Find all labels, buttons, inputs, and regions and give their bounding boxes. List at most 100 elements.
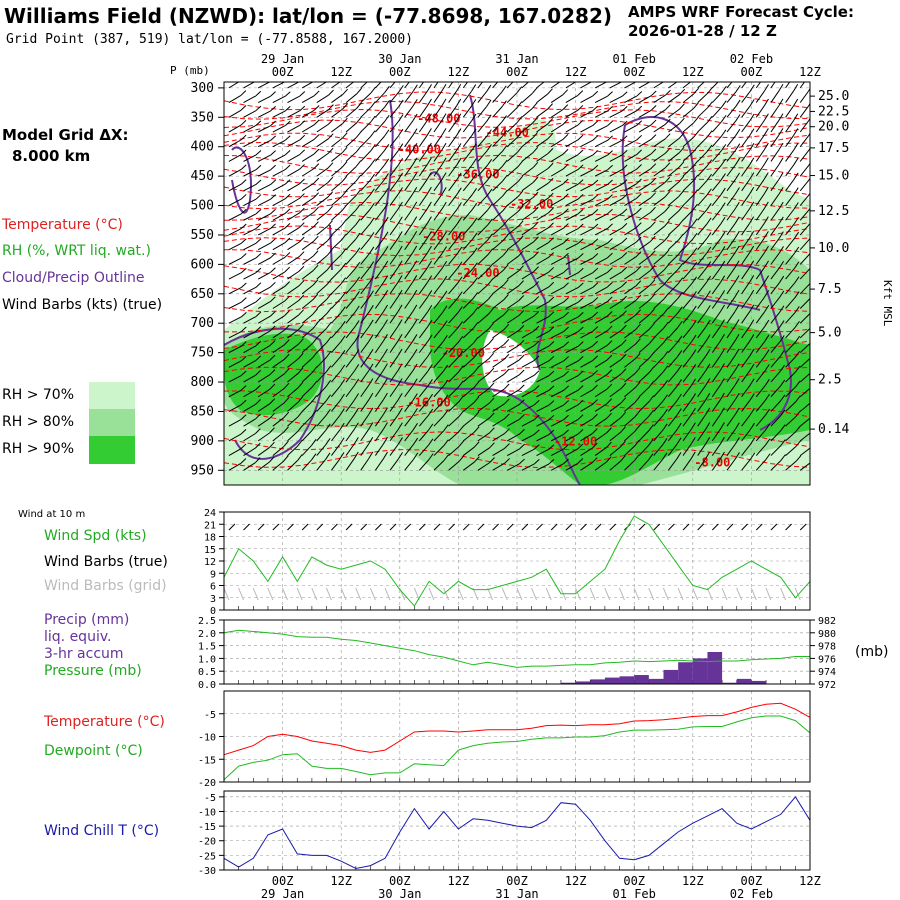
wind-barb-flag xyxy=(486,84,492,92)
wind-barb-flag xyxy=(442,275,448,283)
wind-barb-flag xyxy=(635,352,641,359)
wind-barb-flag xyxy=(442,364,449,372)
true-wind-barb xyxy=(550,523,558,531)
wind-barb xyxy=(374,238,385,250)
wind-barb xyxy=(697,282,707,295)
wind-barb-flag xyxy=(368,436,374,445)
wind-barb xyxy=(375,91,386,103)
wind-barb-flag xyxy=(795,440,802,447)
wind-barb-flag xyxy=(547,118,554,125)
bottom-date-label: 01 Feb xyxy=(613,887,656,900)
wind-barb xyxy=(418,415,429,427)
wind-barb-flag xyxy=(489,427,495,434)
wind-barb xyxy=(770,356,781,368)
wind-barb-flag xyxy=(341,248,347,255)
wind-barb-flag xyxy=(663,263,670,271)
wind-barb-flag xyxy=(720,158,727,166)
wind-barb xyxy=(492,299,504,309)
wind-barb xyxy=(374,370,384,383)
wind-barb xyxy=(624,270,637,280)
wind-barb-flag xyxy=(719,304,725,313)
wind-barb-flag xyxy=(472,217,478,225)
wind-barb xyxy=(448,90,458,103)
wind-barb-flag xyxy=(719,422,725,430)
wind-barb-flag xyxy=(621,150,628,156)
wind-barb xyxy=(506,404,520,412)
wind-barb xyxy=(697,429,707,442)
wind-barb xyxy=(492,447,505,457)
pressure-tick-label: 350 xyxy=(191,110,214,125)
wind-barb xyxy=(506,300,520,309)
wind-barb-flag xyxy=(504,458,510,464)
wind-barb xyxy=(580,184,594,192)
wind-barb xyxy=(755,459,766,471)
wind-barb xyxy=(492,373,505,383)
pressure-tick-label: 600 xyxy=(191,257,214,272)
wind-barb-flag xyxy=(327,133,334,140)
wind-barb-flag xyxy=(664,191,671,198)
wind-barb-flag xyxy=(793,246,800,254)
wind-barb xyxy=(404,105,414,118)
wind-barb xyxy=(711,165,722,177)
wind-barb xyxy=(770,400,781,412)
wind-barb-flag xyxy=(355,247,361,255)
pressure-line xyxy=(223,629,810,668)
wind-barb xyxy=(374,384,384,398)
wind-barb-flag xyxy=(793,143,799,151)
chill-panel-frame xyxy=(223,790,811,871)
wind-barb-flag xyxy=(240,458,247,464)
wind-barb-flag xyxy=(326,278,333,285)
wind-barb xyxy=(301,357,313,368)
bottom-date-label: 02 Feb xyxy=(730,887,773,900)
wind-barb xyxy=(521,167,534,177)
wind-barb-flag xyxy=(691,363,697,372)
wind-barb xyxy=(638,328,651,339)
precip-bar xyxy=(692,658,708,684)
wind-barb xyxy=(799,194,810,206)
wind-barb-flag xyxy=(369,246,375,254)
wind-barb xyxy=(287,183,300,192)
wind-barb xyxy=(770,460,782,471)
temperature-contour xyxy=(224,141,810,161)
wind-barb xyxy=(668,239,679,251)
wind-barb-flag xyxy=(532,147,539,154)
wind-barb xyxy=(711,194,722,206)
wind-barb xyxy=(682,443,692,456)
temperature-contour xyxy=(224,166,810,186)
wind-barb xyxy=(550,82,561,89)
wind-barb-flag xyxy=(489,457,495,463)
wind-barb-flag xyxy=(547,177,554,184)
grid-wind-barb xyxy=(531,587,537,601)
wind-barb-flag xyxy=(592,311,599,318)
true-wind-barb xyxy=(697,523,705,531)
wind-barb-flag xyxy=(734,260,740,268)
grid-wind-barb xyxy=(516,587,523,601)
wind-barb xyxy=(565,433,579,442)
wind-barb-flag xyxy=(240,443,247,450)
wind-barb xyxy=(799,253,810,265)
wind-barb-flag xyxy=(719,392,725,401)
wind-barb xyxy=(287,314,300,324)
wind-barb-flag xyxy=(502,159,508,167)
wind-barb-flag xyxy=(269,325,276,332)
wind-barb xyxy=(653,386,664,398)
wind-barb-flag xyxy=(548,326,555,332)
wind-barb xyxy=(580,139,594,148)
wind-barb-flag xyxy=(592,267,599,274)
wind-barb-flag xyxy=(636,178,642,185)
wind-barb xyxy=(272,460,284,471)
wind-barb xyxy=(741,164,751,177)
wind-barb xyxy=(345,166,357,177)
wind-barb-flag xyxy=(636,149,642,155)
wind-barb-flag xyxy=(426,84,432,92)
wind-barb-flag xyxy=(592,105,599,112)
wind-barb-flag xyxy=(692,218,698,226)
wind-barb-flag xyxy=(240,223,247,229)
bottom-time-label: 00Z xyxy=(506,874,528,888)
wind-barb xyxy=(374,340,384,353)
wind-barb-flag xyxy=(592,150,599,156)
wind-barb-flag xyxy=(473,381,480,388)
wind-barb xyxy=(331,108,343,118)
wind-barb xyxy=(536,301,550,309)
wind-barb xyxy=(345,180,357,192)
